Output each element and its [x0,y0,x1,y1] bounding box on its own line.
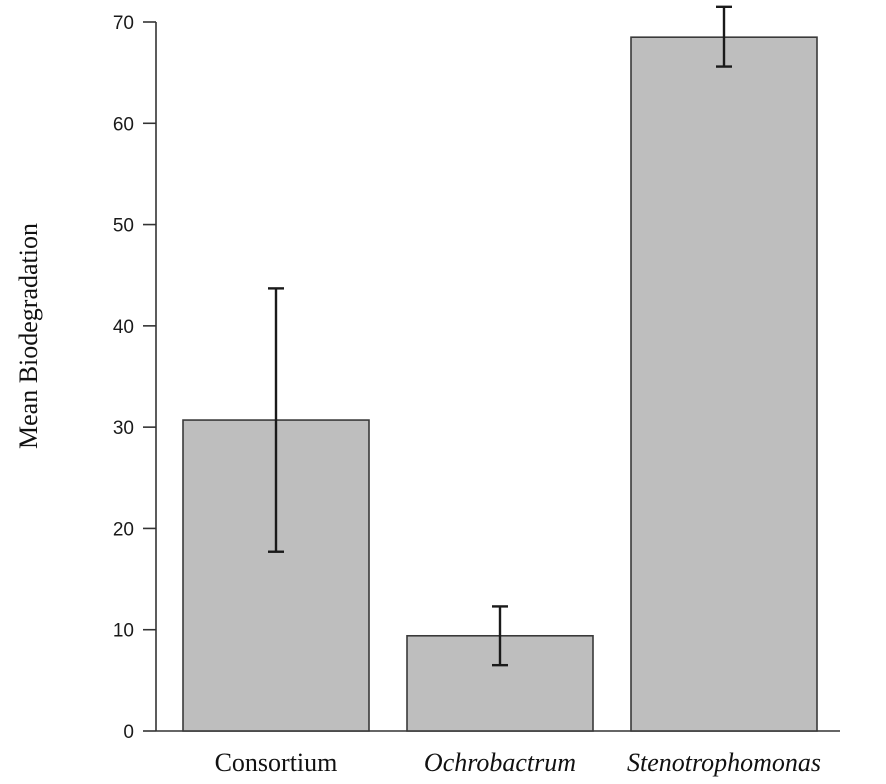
y-ticks: 0 10 20 30 40 50 60 70 [113,13,156,743]
y-tick-label: 0 [123,722,134,743]
y-tick-label: 30 [113,418,134,439]
x-category-label: Consortium [215,748,338,777]
y-tick-label: 40 [113,317,134,338]
y-axis-title: Mean Biodegradation [14,223,43,449]
x-category-label: Stenotrophomonas [627,748,821,777]
y-tick-label: 70 [113,13,134,34]
y-tick-label: 50 [113,216,134,237]
error-bars [268,5,732,667]
bar-stenotrophomonas [630,36,818,732]
y-tick-label: 60 [113,114,134,135]
x-category-labels: Consortium Ochrobactrum Stenotrophomonas [215,748,821,777]
y-axis: 0 10 20 30 40 50 60 70 [113,13,157,743]
y-tick-label: 20 [113,519,134,540]
x-category-label: Ochrobactrum [424,748,576,777]
y-tick-label: 10 [113,621,134,642]
